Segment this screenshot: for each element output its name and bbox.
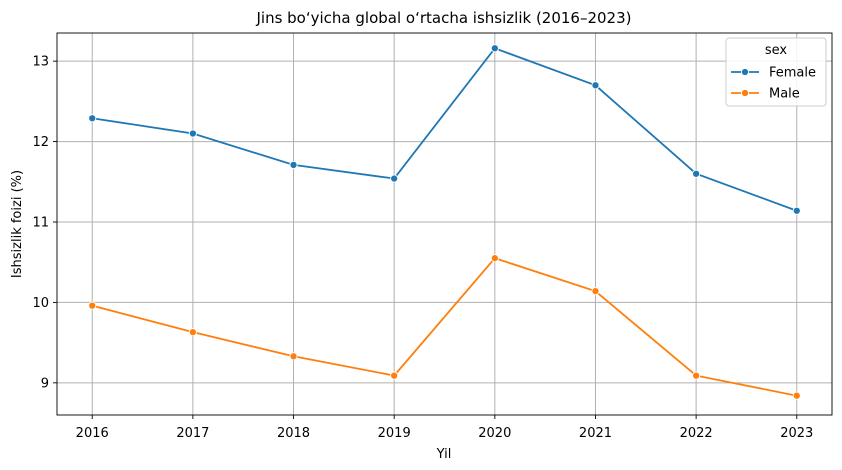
legend-items: Female Male — [731, 66, 816, 102]
legend-box — [725, 37, 827, 107]
x-tick-label: 2021 — [579, 426, 612, 441]
legend-label-male: Male — [769, 87, 800, 102]
data-point-male — [289, 352, 298, 361]
data-point-male — [591, 287, 600, 296]
legend-label-female: Female — [769, 66, 816, 81]
y-tick-label: 12 — [32, 135, 49, 150]
y-tick-label: 13 — [32, 55, 49, 70]
data-point-female — [792, 206, 801, 215]
data-point-male — [188, 328, 197, 337]
data-point-male — [390, 371, 399, 380]
data-point-female — [390, 174, 399, 183]
data-point-female — [490, 44, 499, 53]
legend-marker-female — [740, 67, 750, 77]
y-tick-label: 11 — [32, 215, 49, 230]
y-tick-label: 10 — [32, 296, 49, 311]
data-point-female — [692, 169, 701, 178]
data-point-male — [692, 371, 701, 380]
series-male — [88, 254, 801, 400]
x-tick-label: 2020 — [478, 426, 511, 441]
y-axis-label: Ishsizlik foizi (%) — [10, 170, 25, 278]
plot-frame — [56, 32, 833, 416]
data-point-male — [88, 301, 97, 310]
legend-item-male: Male — [731, 87, 800, 102]
data-point-male — [490, 254, 499, 263]
series-female — [88, 44, 801, 215]
legend-item-female: Female — [731, 66, 816, 81]
grid — [57, 33, 832, 415]
data-point-female — [88, 114, 97, 123]
legend-marker-male — [740, 88, 750, 98]
data-point-female — [188, 129, 197, 138]
data-point-male — [792, 391, 801, 400]
x-tick-label: 2022 — [680, 426, 713, 441]
data-point-female — [289, 160, 298, 169]
chart-title: Jins bo‘yicha global o‘rtacha ishsizlik … — [255, 9, 631, 27]
x-tick-label: 2017 — [176, 426, 209, 441]
x-tick-label: 2018 — [277, 426, 310, 441]
x-tick-label: 2023 — [780, 426, 813, 441]
y-tick-label: 9 — [41, 376, 49, 391]
x-axis: 2016 2017 2018 2019 2020 2021 2022 2023 — [76, 415, 813, 441]
series-line-female — [92, 47, 798, 212]
series-layer — [88, 44, 801, 400]
y-axis: 9 10 11 12 13 — [32, 55, 57, 391]
x-axis-label: Yil — [436, 447, 452, 462]
x-tick-label: 2019 — [378, 426, 411, 441]
x-tick-label: 2016 — [76, 426, 109, 441]
series-line-male — [91, 257, 797, 397]
legend-title: sex — [765, 43, 788, 58]
data-point-female — [591, 81, 600, 90]
legend: sex Female Male — [725, 37, 827, 107]
